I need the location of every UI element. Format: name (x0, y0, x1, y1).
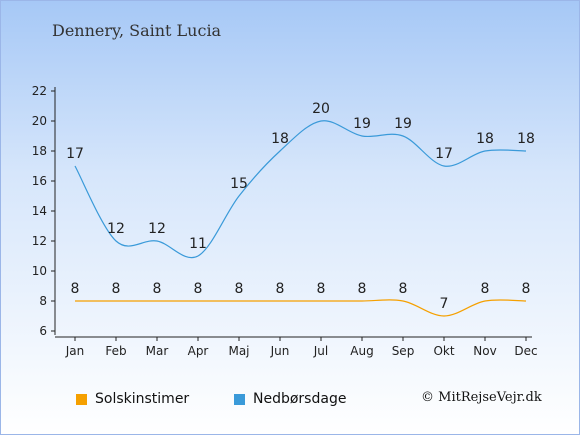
data-label-nedb-rsdage-mar: 12 (148, 221, 166, 237)
data-label-nedb-rsdage-apr: 11 (189, 236, 207, 252)
data-label-solskinstimer-jul: 8 (317, 281, 326, 297)
x-tick-label-feb: Feb (105, 344, 126, 358)
data-label-solskinstimer-okt: 7 (440, 296, 449, 312)
x-tick-label-mar: Mar (146, 344, 169, 358)
y-tick-label-14: 14 (32, 204, 47, 218)
series-lines (74, 120, 527, 317)
data-label-solskinstimer-nov: 8 (481, 281, 490, 297)
data-labels: 8 8 8 8 8 8 8 8 8 7 8 8 17 12 12 11 15 18 20 19 19 17 18 18 (66, 101, 535, 312)
data-label-nedb-rsdage-maj: 15 (230, 176, 248, 192)
data-label-nedb-rsdage-jun: 18 (271, 131, 289, 147)
series-line-solskinstimer (74, 299, 527, 317)
data-label-nedb-rsdage-jan: 17 (66, 146, 84, 162)
data-label-solskinstimer-dec: 8 (522, 281, 531, 297)
data-label-nedb-rsdage-feb: 12 (107, 221, 125, 237)
y-tick-label-6: 6 (39, 324, 47, 338)
legend-swatch-solskinstimer (76, 393, 87, 405)
axes: 6 8 10 12 14 16 18 20 22 Jan Feb Mar Apr Maj Jun Jul Aug… (32, 84, 538, 358)
copyright-text: © MitRejseVejr.dk (421, 390, 542, 405)
data-label-solskinstimer-mar: 8 (153, 281, 162, 297)
data-label-nedb-rsdage-okt: 17 (435, 146, 453, 162)
legend-label-solskinstimer: Solskinstimer (95, 391, 190, 407)
x-tick-label-nov: Nov (473, 344, 496, 358)
chart-title: Dennery, Saint Lucia (52, 21, 222, 40)
data-label-nedb-rsdage-jul: 20 (312, 101, 330, 117)
data-label-solskinstimer-sep: 8 (399, 281, 408, 297)
x-tick-label-okt: Okt (433, 344, 454, 358)
data-label-solskinstimer-maj: 8 (235, 281, 244, 297)
x-tick-label-jun: Jun (270, 344, 290, 358)
data-label-nedb-rsdage-sep: 19 (394, 116, 412, 132)
data-label-nedb-rsdage-dec: 18 (517, 131, 535, 147)
legend-swatch-nedborsdage (234, 393, 245, 405)
data-label-nedb-rsdage-aug: 19 (353, 116, 371, 132)
data-label-solskinstimer-jun: 8 (276, 281, 285, 297)
y-tick-label-20: 20 (32, 114, 47, 128)
y-tick-label-10: 10 (32, 264, 47, 278)
legend-item-solskinstimer: Solskinstimer (76, 391, 189, 407)
data-label-solskinstimer-apr: 8 (194, 281, 203, 297)
y-tick-label-16: 16 (32, 174, 47, 188)
legend-label-nedborsdage: Nedbørsdage (253, 391, 347, 407)
legend-item-nedborsdage: Nedbørsdage (234, 391, 346, 407)
y-tick-label-18: 18 (32, 144, 47, 158)
data-label-nedb-rsdage-nov: 18 (476, 131, 494, 147)
data-label-solskinstimer-jan: 8 (71, 281, 80, 297)
y-tick-label-22: 22 (32, 84, 47, 98)
x-tick-label-jan: Jan (65, 344, 85, 358)
x-tick-label-maj: Maj (228, 344, 249, 358)
x-tick-label-aug: Aug (350, 344, 373, 358)
y-tick-label-8: 8 (39, 294, 47, 308)
data-label-solskinstimer-aug: 8 (358, 281, 367, 297)
series-line-nedb-rsdage (74, 120, 527, 259)
x-tick-label-apr: Apr (188, 344, 209, 358)
x-tick-label-sep: Sep (392, 344, 415, 358)
x-tick-label-jul: Jul (313, 344, 328, 358)
y-tick-label-12: 12 (32, 234, 47, 248)
x-tick-label-dec: Dec (514, 344, 537, 358)
data-label-solskinstimer-feb: 8 (112, 281, 121, 297)
